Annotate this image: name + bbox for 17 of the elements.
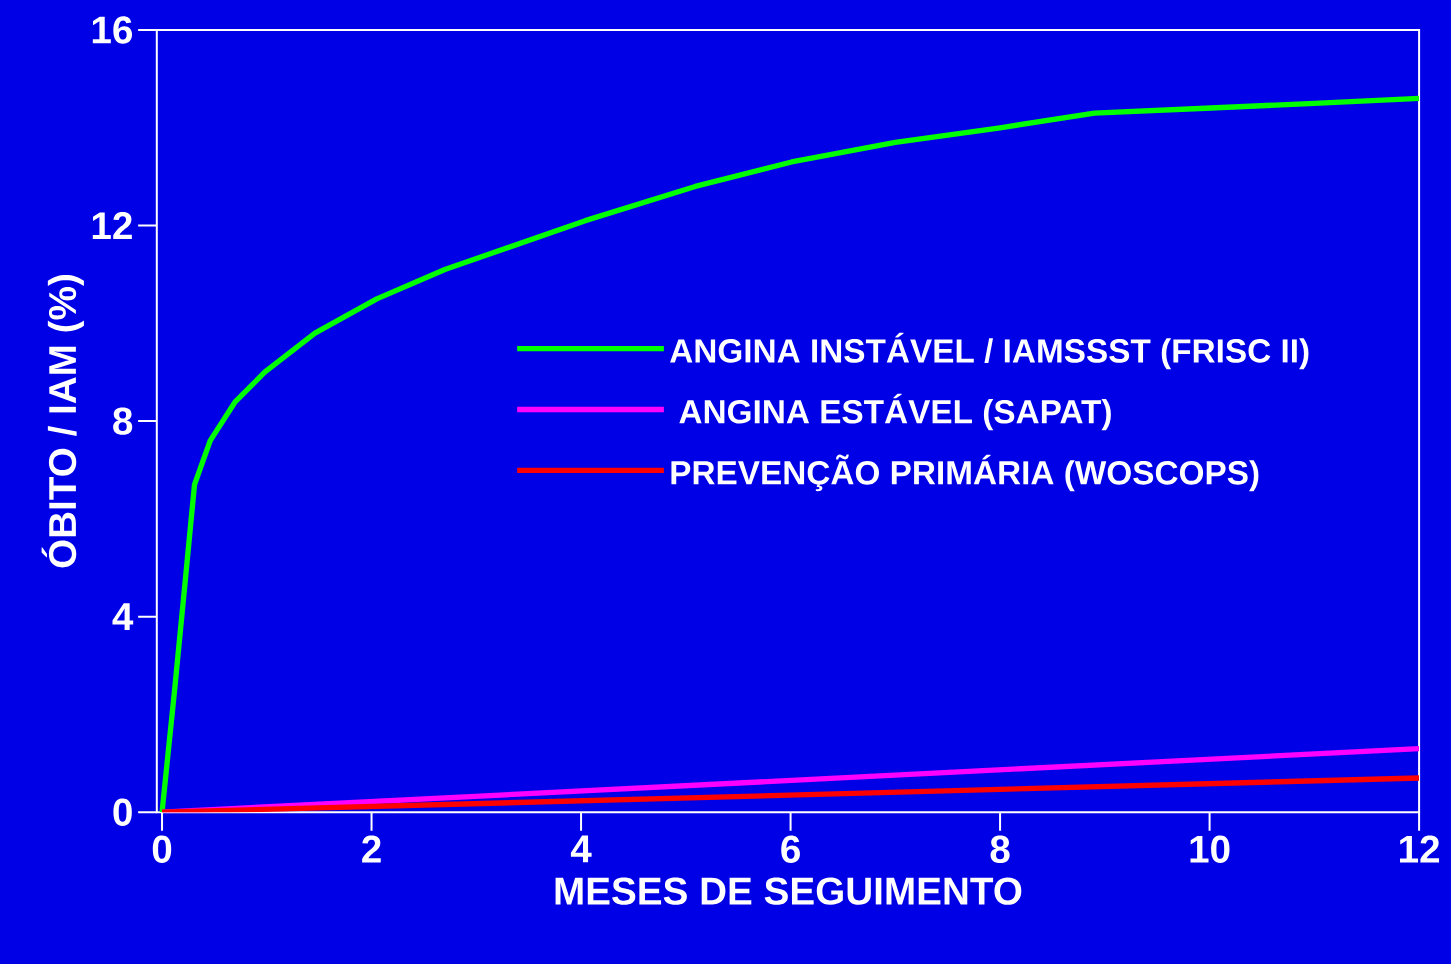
y-tick-label: 4 [112, 603, 134, 630]
y-axis-title: ÓBITO / IAM (%) [41, 275, 84, 568]
legend-label: PREVENÇÃO PRIMÁRIA (WOSCOPS) [671, 454, 1259, 492]
x-tick-label: 10 [1190, 835, 1230, 863]
x-tick-label: 4 [570, 835, 592, 863]
legend-label: ANGINA ESTÁVEL (SAPAT) [679, 393, 1111, 431]
y-tick-label: 16 [92, 16, 133, 44]
y-tick-label: 12 [92, 211, 132, 239]
x-tick-label: 6 [781, 835, 800, 863]
y-tick-label: 0 [113, 798, 132, 826]
x-axis-title: MESES DE SEGUIMENTO [555, 877, 1022, 905]
y-tick-label: 8 [113, 407, 133, 435]
legend-label: ANGINA INSTÁVEL / IAMSSST (FRISC II) [670, 332, 1309, 370]
x-tick-label: 0 [152, 835, 172, 863]
x-tick-label: 2 [362, 835, 381, 863]
x-tick-label: 8 [990, 835, 1010, 863]
x-tick-label: 12 [1400, 835, 1440, 863]
